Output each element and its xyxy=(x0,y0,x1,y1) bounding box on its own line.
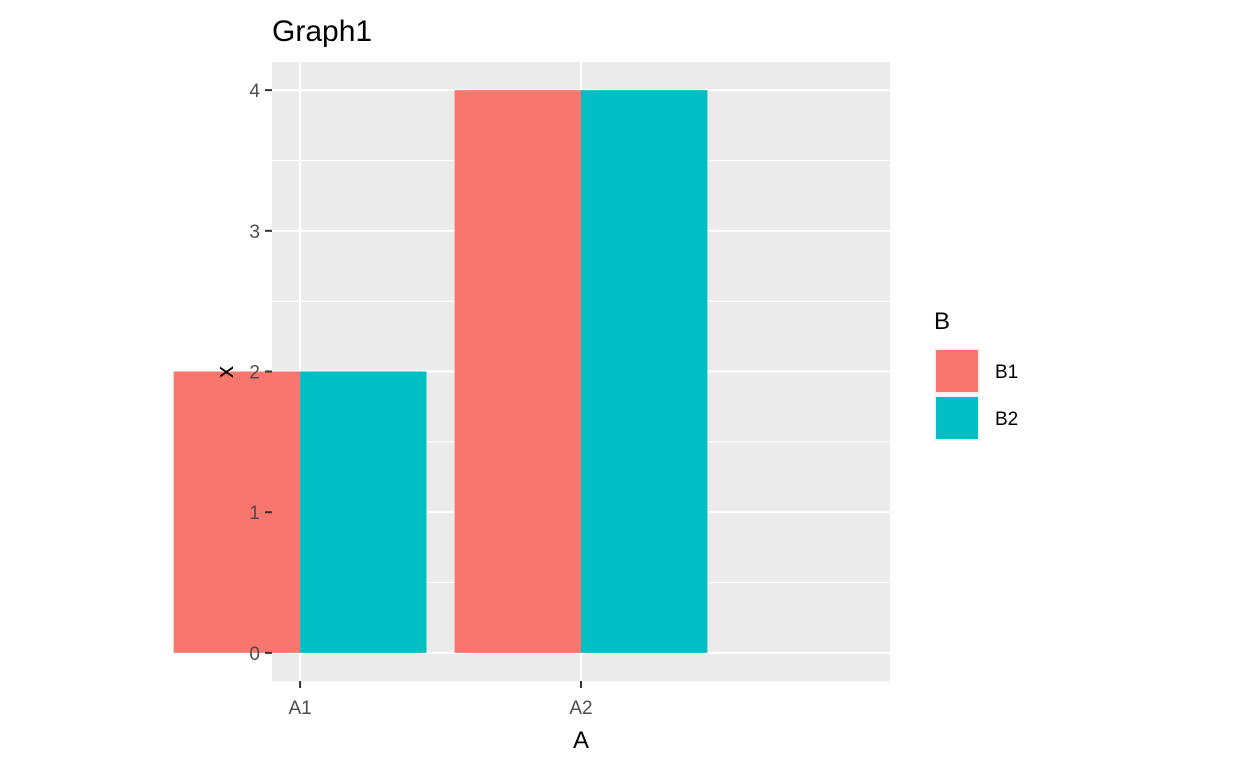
x-axis-title: A xyxy=(573,727,589,754)
bar xyxy=(173,371,301,653)
y-tick-label: 2 xyxy=(249,363,260,384)
x-tick-label: A1 xyxy=(288,698,311,719)
bars xyxy=(173,90,708,653)
bar xyxy=(581,90,708,653)
x-tick-label: A2 xyxy=(569,698,592,719)
legend-label: B1 xyxy=(995,362,1018,383)
legend-swatch xyxy=(936,397,978,439)
x-axis-ticks: A1 A2 xyxy=(288,681,593,719)
legend: B B1 B2 xyxy=(934,308,1018,441)
y-axis-ticks: 0 1 2 3 4 xyxy=(249,81,272,665)
y-axis-title: x xyxy=(212,366,239,378)
legend-label: B2 xyxy=(995,409,1018,430)
y-tick-label: 3 xyxy=(249,222,260,243)
legend-title: B xyxy=(934,308,950,335)
y-tick-label: 0 xyxy=(249,644,260,665)
y-tick-label: 1 xyxy=(249,503,260,524)
bar xyxy=(454,90,581,653)
legend-swatch xyxy=(936,350,978,392)
chart-title: Graph1 xyxy=(272,15,372,48)
y-tick-label: 4 xyxy=(249,81,260,102)
bar xyxy=(300,371,427,653)
legend-items: B1 B2 xyxy=(934,348,1018,441)
